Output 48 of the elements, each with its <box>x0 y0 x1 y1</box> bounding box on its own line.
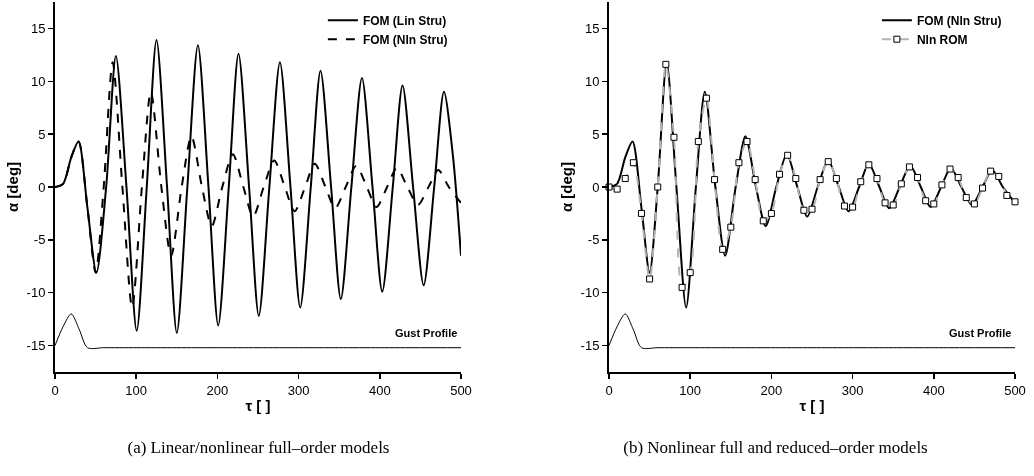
y-tick-label: 10 <box>584 73 600 89</box>
y-tick-label: -15 <box>580 338 600 354</box>
y-tick-label: 10 <box>30 73 46 89</box>
x-tick-label: 400 <box>368 382 391 398</box>
y-tick-label: 0 <box>592 179 600 195</box>
x-tick-label: 300 <box>841 382 864 398</box>
y-tick-label: -10 <box>580 285 600 301</box>
annotation: Gust Profile <box>395 327 458 339</box>
point <box>979 184 987 192</box>
x-tick-label: 500 <box>1004 382 1026 398</box>
point <box>784 151 792 159</box>
x-tick-label: 0 <box>605 382 613 398</box>
point <box>905 163 913 171</box>
x-axis-title: τ [ ] <box>245 397 271 415</box>
x-tick-label: 200 <box>760 382 783 398</box>
x-tick-label: 100 <box>125 382 148 398</box>
y-axis-title: α [deg] <box>4 161 22 213</box>
point <box>865 161 873 169</box>
x-tick-label: 0 <box>51 382 59 398</box>
point <box>987 167 995 175</box>
legend-label: Nln ROM <box>916 32 968 47</box>
point <box>1011 198 1019 206</box>
x-tick-label: 400 <box>922 382 945 398</box>
x-tick-label: 200 <box>206 382 229 398</box>
annotation: Gust Profile <box>949 327 1012 339</box>
y-tick-label: -5 <box>33 232 46 248</box>
y-tick-label: 15 <box>30 20 46 36</box>
point <box>946 165 954 173</box>
y-tick-label: 5 <box>38 126 46 142</box>
x-tick-label: 500 <box>450 382 472 398</box>
point <box>605 183 613 191</box>
y-tick-label: -5 <box>587 232 600 248</box>
y-tick-label: -10 <box>26 285 46 301</box>
x-tick-label: 100 <box>679 382 702 398</box>
point <box>654 183 662 191</box>
y-tick-label: 15 <box>584 20 600 36</box>
y-tick-label: 0 <box>38 179 46 195</box>
x-tick-label: 300 <box>287 382 310 398</box>
text: (b) Nonlinear full and reduced–order models <box>622 438 929 458</box>
legend-label: FOM (Nln Stru) <box>362 32 448 47</box>
y-tick-label: 5 <box>592 126 600 142</box>
legend-label: FOM (Nln Stru) <box>916 13 1002 28</box>
legend-label: FOM (Lin Stru) <box>362 13 447 28</box>
point <box>824 158 832 166</box>
x-axis-title: τ [ ] <box>799 397 825 415</box>
y-axis-title: α [deg] <box>558 161 576 213</box>
text: (a) Linear/nonlinear full–order models <box>126 438 391 458</box>
y-tick-label: -15 <box>26 338 46 354</box>
